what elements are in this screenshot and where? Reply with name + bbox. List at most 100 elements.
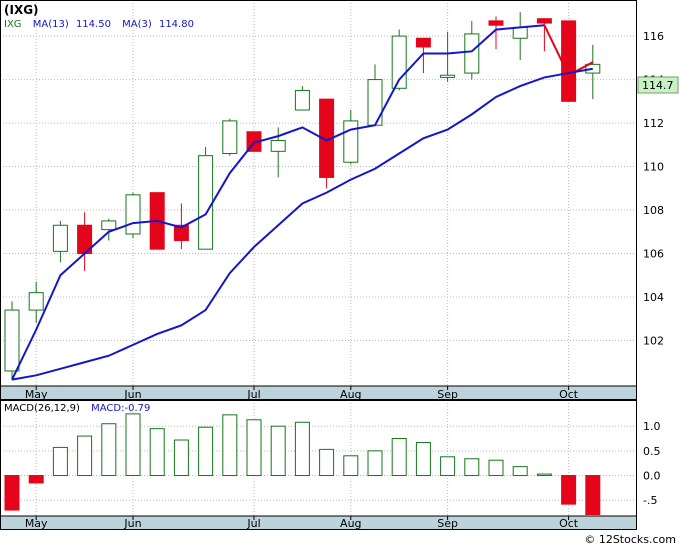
price-y-tick-label: 104 <box>643 291 664 304</box>
price-x-axis-band <box>0 386 636 400</box>
candle-body <box>512 26 528 39</box>
candle-body <box>415 37 431 48</box>
macd-y-labels: -.5 0.0 0.5 1.0 <box>643 420 661 507</box>
price-panel-background <box>0 0 680 400</box>
macd-bar <box>198 426 214 477</box>
price-x-tick-label: May <box>25 388 48 401</box>
macd-x-tick-label: May <box>25 517 48 530</box>
candle-body <box>294 89 310 111</box>
macd-bar <box>246 419 262 477</box>
last-price-box <box>637 76 679 94</box>
macd-panel: -.5 0.0 0.5 1.0 May Jun Jul Aug Sep Oct MACD(26,… <box>0 400 661 530</box>
chart-title: (IXG) <box>4 3 39 17</box>
macd-bar <box>173 439 189 477</box>
moving-average-lines <box>11 24 594 381</box>
candle-body <box>270 139 286 152</box>
candle-body <box>198 155 214 250</box>
site-credit: © 12Stocks.com <box>584 533 676 546</box>
candle-body <box>343 120 359 163</box>
legend-ma-slow-value: 114.80 <box>159 19 194 30</box>
candle-body <box>440 74 456 78</box>
ma-fast-line <box>11 24 545 381</box>
macd-bar <box>52 446 68 477</box>
candle-body <box>4 309 20 372</box>
macd-bar <box>222 414 238 477</box>
last-price-badge: 114.7 <box>637 76 679 94</box>
macd-bar <box>319 448 335 477</box>
legend-symbol: IXG <box>4 19 22 30</box>
price-y-tick-label: 110 <box>643 161 664 174</box>
macd-bar <box>464 458 480 477</box>
price-x-tick-label: Oct <box>559 388 579 401</box>
candle-body <box>125 194 141 235</box>
macd-panel-frame <box>0 400 637 530</box>
macd-x-tick-label: Aug <box>340 517 361 530</box>
candle-body <box>488 20 504 26</box>
macd-x-labels: May Jun Jul Aug Sep Oct <box>25 516 579 530</box>
candle-body <box>52 224 68 252</box>
price-x-tick-label: Aug <box>340 388 361 401</box>
macd-x-tick-label: Jul <box>246 517 260 530</box>
macd-legend-value: MACD:-0.79 <box>91 403 150 414</box>
candle-body <box>536 18 552 24</box>
macd-legend-label: MACD(26,12,9) <box>4 403 80 414</box>
candle-body <box>28 292 44 311</box>
macd-bar <box>270 425 286 477</box>
macd-bar <box>536 473 552 477</box>
candle-body <box>173 224 189 241</box>
price-y-tick-label: 108 <box>643 204 664 217</box>
macd-bar <box>28 475 44 484</box>
macd-bar <box>4 475 20 511</box>
macd-bar <box>294 421 310 477</box>
price-x-tick-label: Jul <box>246 388 260 401</box>
macd-bar <box>367 450 383 477</box>
price-x-tick-label: Sep <box>437 388 458 401</box>
price-legend: IXG MA(13) 114.50 MA(3) 114.80 <box>4 19 194 30</box>
price-y-tick-label: 116 <box>643 30 664 43</box>
macd-bar <box>343 455 359 477</box>
macd-y-tick-label: -.5 <box>643 494 657 507</box>
candle-body <box>367 79 383 126</box>
price-y-tick-label: 102 <box>643 335 664 348</box>
last-price-label: 114.7 <box>642 79 674 92</box>
legend-ma-fast-value: 114.50 <box>76 19 111 30</box>
price-x-labels: May Jun Jul Aug Sep Oct <box>25 386 579 401</box>
price-x-tick-label: Jun <box>123 388 141 401</box>
candle-body <box>561 20 577 102</box>
macd-y-tick-label: 0.0 <box>643 470 661 483</box>
macd-bars <box>4 413 601 516</box>
legend-ma-fast-label: MA(13) <box>33 19 69 30</box>
macd-bar <box>391 438 407 477</box>
ma-fast-recent-segment <box>543 24 594 77</box>
price-y-tick-label: 112 <box>643 117 664 130</box>
macd-x-tick-label: Jun <box>123 517 141 530</box>
macd-bar <box>125 413 141 477</box>
macd-y-tick-label: 0.5 <box>643 445 661 458</box>
price-panel-frame <box>0 0 637 400</box>
macd-bar <box>585 475 601 516</box>
macd-bar <box>561 475 577 505</box>
price-grid <box>0 0 636 386</box>
macd-bar <box>101 423 117 477</box>
macd-bar <box>488 459 504 477</box>
macd-bar <box>77 435 93 477</box>
macd-y-tick-label: 1.0 <box>643 420 661 433</box>
price-y-tick-label: 106 <box>643 248 664 261</box>
candles <box>4 12 601 380</box>
macd-bar <box>149 428 165 477</box>
macd-x-axis-band <box>0 516 636 530</box>
macd-x-tick-label: Oct <box>559 517 579 530</box>
macd-x-tick-label: Sep <box>437 517 458 530</box>
candle-body <box>101 220 117 231</box>
macd-bar <box>415 441 431 477</box>
candle-body <box>464 33 480 74</box>
legend-ma-slow-label: MA(3) <box>122 19 152 30</box>
price-panel: May Jun Jul Aug Sep Oct 102 104 106 108 110 112 114… <box>0 0 680 401</box>
macd-legend: MACD(26,12,9) MACD:-0.79 <box>4 403 150 414</box>
macd-bar <box>512 466 528 477</box>
candle-body <box>222 120 238 155</box>
macd-bar <box>440 456 456 477</box>
macd-grid <box>0 400 636 516</box>
ma-slow-line <box>11 67 593 381</box>
